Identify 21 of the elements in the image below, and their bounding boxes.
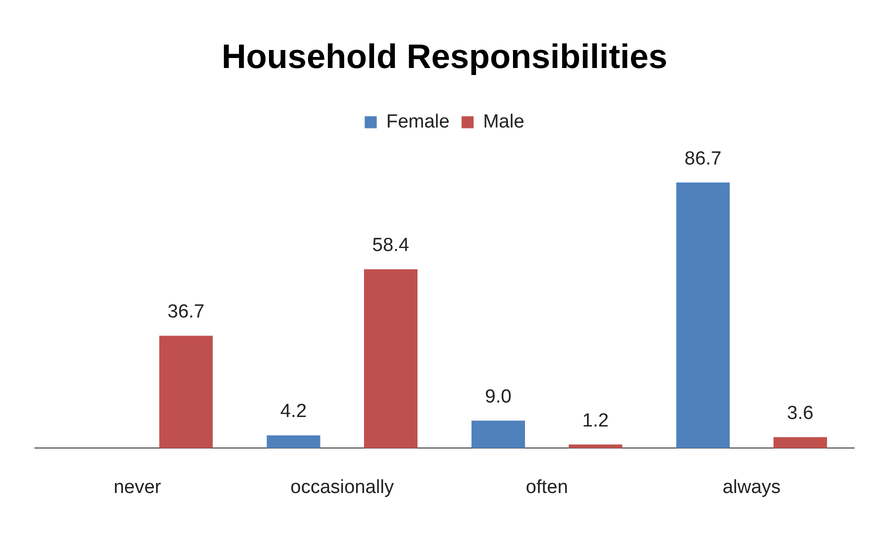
- data-label: 4.2: [280, 401, 307, 422]
- data-label: 3.6: [787, 402, 814, 424]
- x-tick-label: occasionally: [290, 476, 394, 498]
- x-tick-label: never: [114, 476, 162, 498]
- bar: [364, 269, 418, 448]
- x-tick-label: often: [526, 476, 568, 498]
- bar: [676, 182, 730, 448]
- bar: [472, 420, 525, 448]
- legend-label: Female: [386, 112, 450, 133]
- bar: [774, 437, 827, 448]
- x-tick-label: always: [722, 476, 781, 498]
- data-label: 86.7: [684, 148, 722, 170]
- data-label: 1.2: [582, 410, 609, 432]
- bar: [568, 444, 622, 448]
- chart-title: Household Responsibilities: [222, 38, 668, 76]
- bar: [266, 435, 320, 448]
- data-label: 58.4: [372, 234, 410, 256]
- legend-label: Male: [483, 112, 524, 133]
- data-label: 9.0: [485, 386, 512, 408]
- bar: [159, 336, 213, 448]
- data-label: 36.7: [168, 301, 204, 322]
